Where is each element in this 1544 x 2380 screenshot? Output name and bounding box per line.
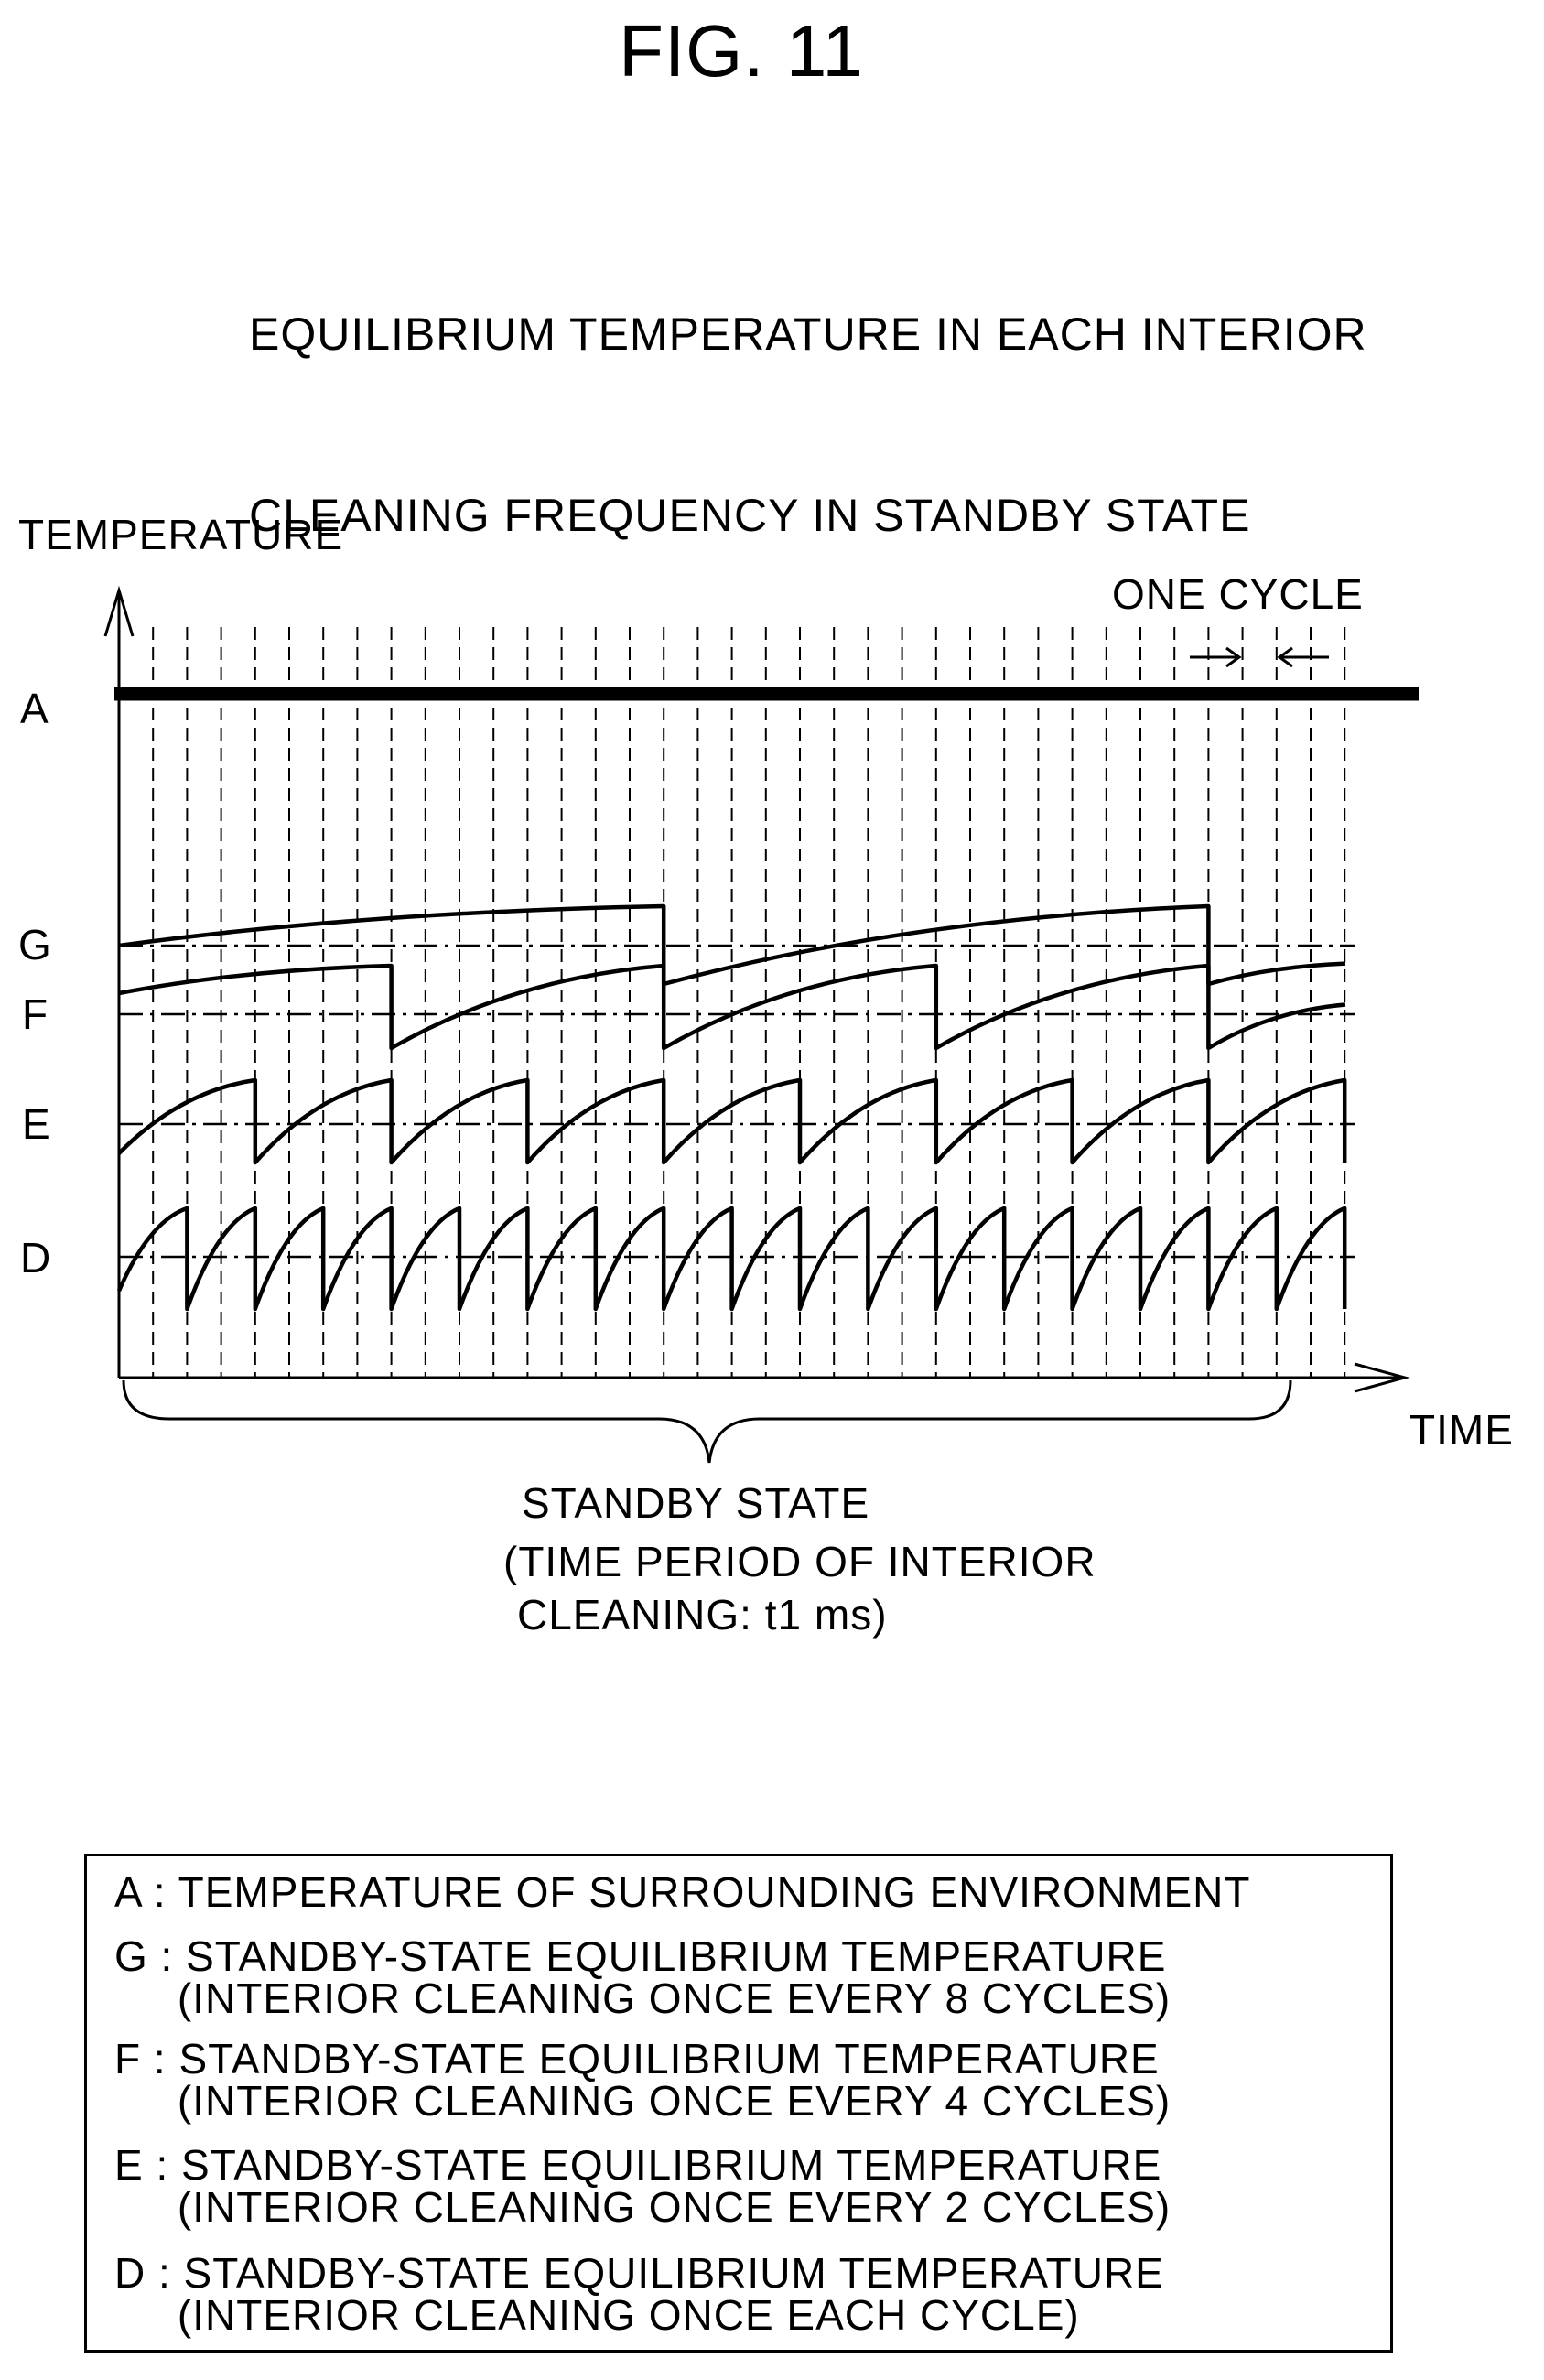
legend-line-d: D : STANDBY-STATE EQUILIBRIUM TEMPERATUR… <box>114 2249 1164 2297</box>
x-axis-arrowhead <box>1354 1362 1410 1393</box>
waveform-f <box>118 963 1346 1051</box>
standby-caption-line-2: CLEANING: t1 ms) <box>517 1591 888 1639</box>
legend-line-f-sub: (INTERIOR CLEANING ONCE EVERY 4 CYCLES) <box>114 2077 1171 2125</box>
legend-line-d-sub: (INTERIOR CLEANING ONCE EACH CYCLE) <box>114 2291 1080 2339</box>
cycle-arrowhead-right <box>1277 646 1293 668</box>
figure-subtitle: EQUILIBRIUM TEMPERATURE IN EACH INTERIOR… <box>249 183 1367 606</box>
legend-line-f: F : STANDBY-STATE EQUILIBRIUM TEMPERATUR… <box>114 2035 1160 2082</box>
subtitle-line-2: CLEANING FREQUENCY IN STANDBY STATE <box>249 490 1251 541</box>
waveform-g <box>118 903 1346 987</box>
legend-line-g: G : STANDBY-STATE EQUILIBRIUM TEMPERATUR… <box>114 1932 1167 1980</box>
temperature-diagram: TEMPERATURE TIME ONE CYCLE A G F E D STA… <box>18 511 1514 1639</box>
level-label-g: G <box>18 921 51 968</box>
standby-caption-line-1: (TIME PERIOD OF INTERIOR <box>503 1538 1096 1585</box>
level-label-d: D <box>20 1234 50 1282</box>
standby-brace <box>122 1379 1292 1464</box>
legend-line-e: E : STANDBY-STATE EQUILIBRIUM TEMPERATUR… <box>114 2141 1162 2189</box>
waveform-e <box>117 1077 1347 1165</box>
standby-state-label: STANDBY STATE <box>522 1479 869 1527</box>
legend-line-g-sub: (INTERIOR CLEANING ONCE EVERY 8 CYCLES) <box>114 1974 1171 2022</box>
level-label-f: F <box>22 990 48 1038</box>
one-cycle-label: ONE CYCLE <box>1112 570 1364 618</box>
legend-line-a: A : TEMPERATURE OF SURROUNDING ENVIRONME… <box>114 1868 1251 1916</box>
legend-box: A : TEMPERATURE OF SURROUNDING ENVIRONME… <box>84 1854 1393 2353</box>
level-label-a: A <box>20 685 49 732</box>
x-axis-label: TIME <box>1409 1406 1514 1454</box>
figure-title: FIG. 11 <box>619 10 864 92</box>
legend-line-e-sub: (INTERIOR CLEANING ONCE EVERY 2 CYCLES) <box>114 2183 1171 2231</box>
y-axis-label: TEMPERATURE <box>18 511 343 558</box>
subtitle-line-1: EQUILIBRIUM TEMPERATURE IN EACH INTERIOR <box>249 308 1367 360</box>
waveform-d <box>116 1206 1347 1312</box>
level-label-e: E <box>22 1100 50 1148</box>
y-axis-arrowhead <box>103 585 135 637</box>
cycle-arrowhead-left <box>1225 646 1242 668</box>
